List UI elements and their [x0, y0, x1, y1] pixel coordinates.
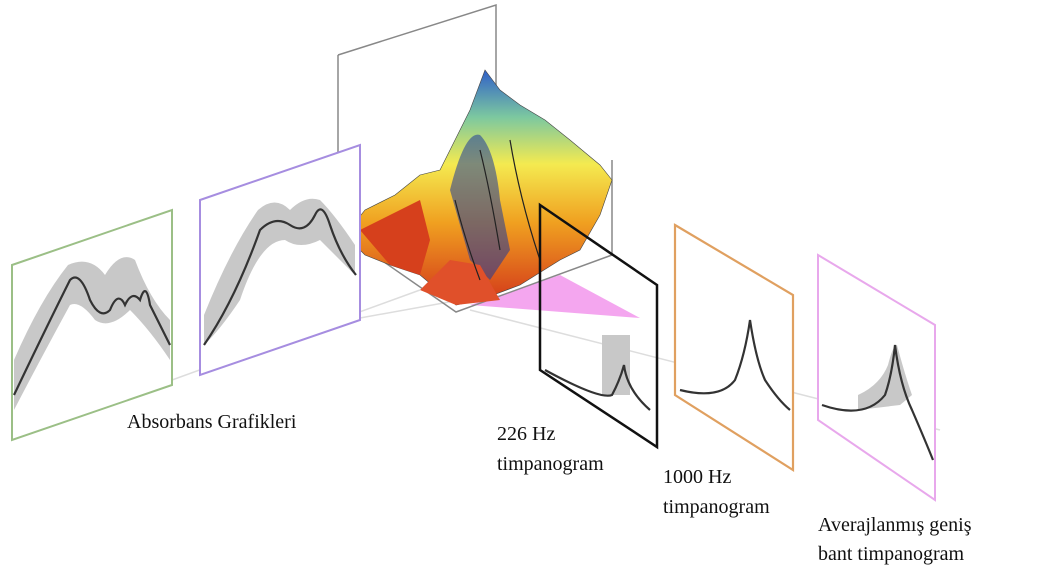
- absorbance-panel-2: [200, 145, 360, 375]
- label: Averajlanmış geniş: [818, 514, 972, 536]
- label: 1000 Hz: [663, 466, 731, 488]
- label: timpanogram: [497, 453, 604, 475]
- diagram: Absorbans Grafikleri 226 Hz timpanogram …: [0, 0, 1037, 574]
- label: bant timpanogram: [818, 543, 965, 565]
- tympanogram-averaged-panel: [818, 255, 935, 500]
- absorbance-panel-1: [12, 210, 172, 440]
- label: Absorbans Grafikleri: [127, 411, 297, 433]
- label: timpanogram: [663, 496, 770, 518]
- label: 226 Hz: [497, 423, 555, 445]
- tympanogram-1000-panel: [675, 225, 793, 470]
